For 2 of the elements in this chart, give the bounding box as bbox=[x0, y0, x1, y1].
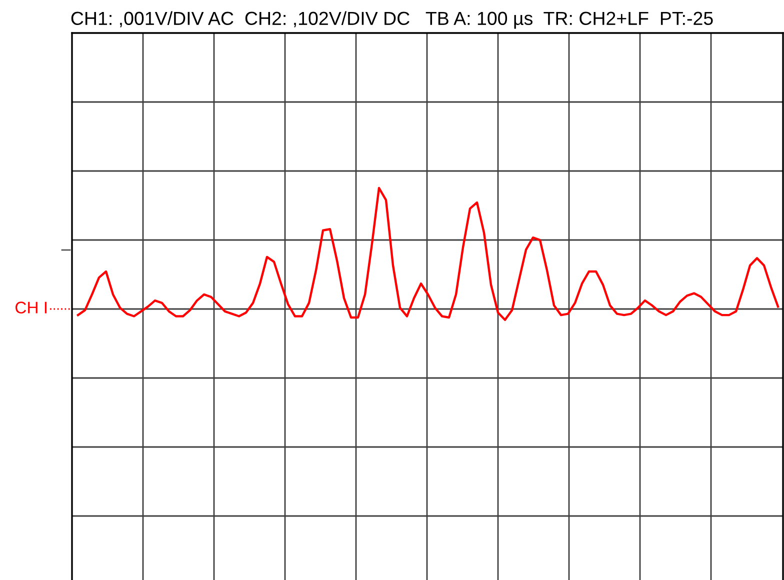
text: CH I bbox=[16, 302, 46, 314]
chart-title: CH1: ,001V/DIV AC CH2: ,102V/DIV DC TB A: 100 µs TR: CH2+LF PT:-25 bbox=[71, 11, 713, 29]
